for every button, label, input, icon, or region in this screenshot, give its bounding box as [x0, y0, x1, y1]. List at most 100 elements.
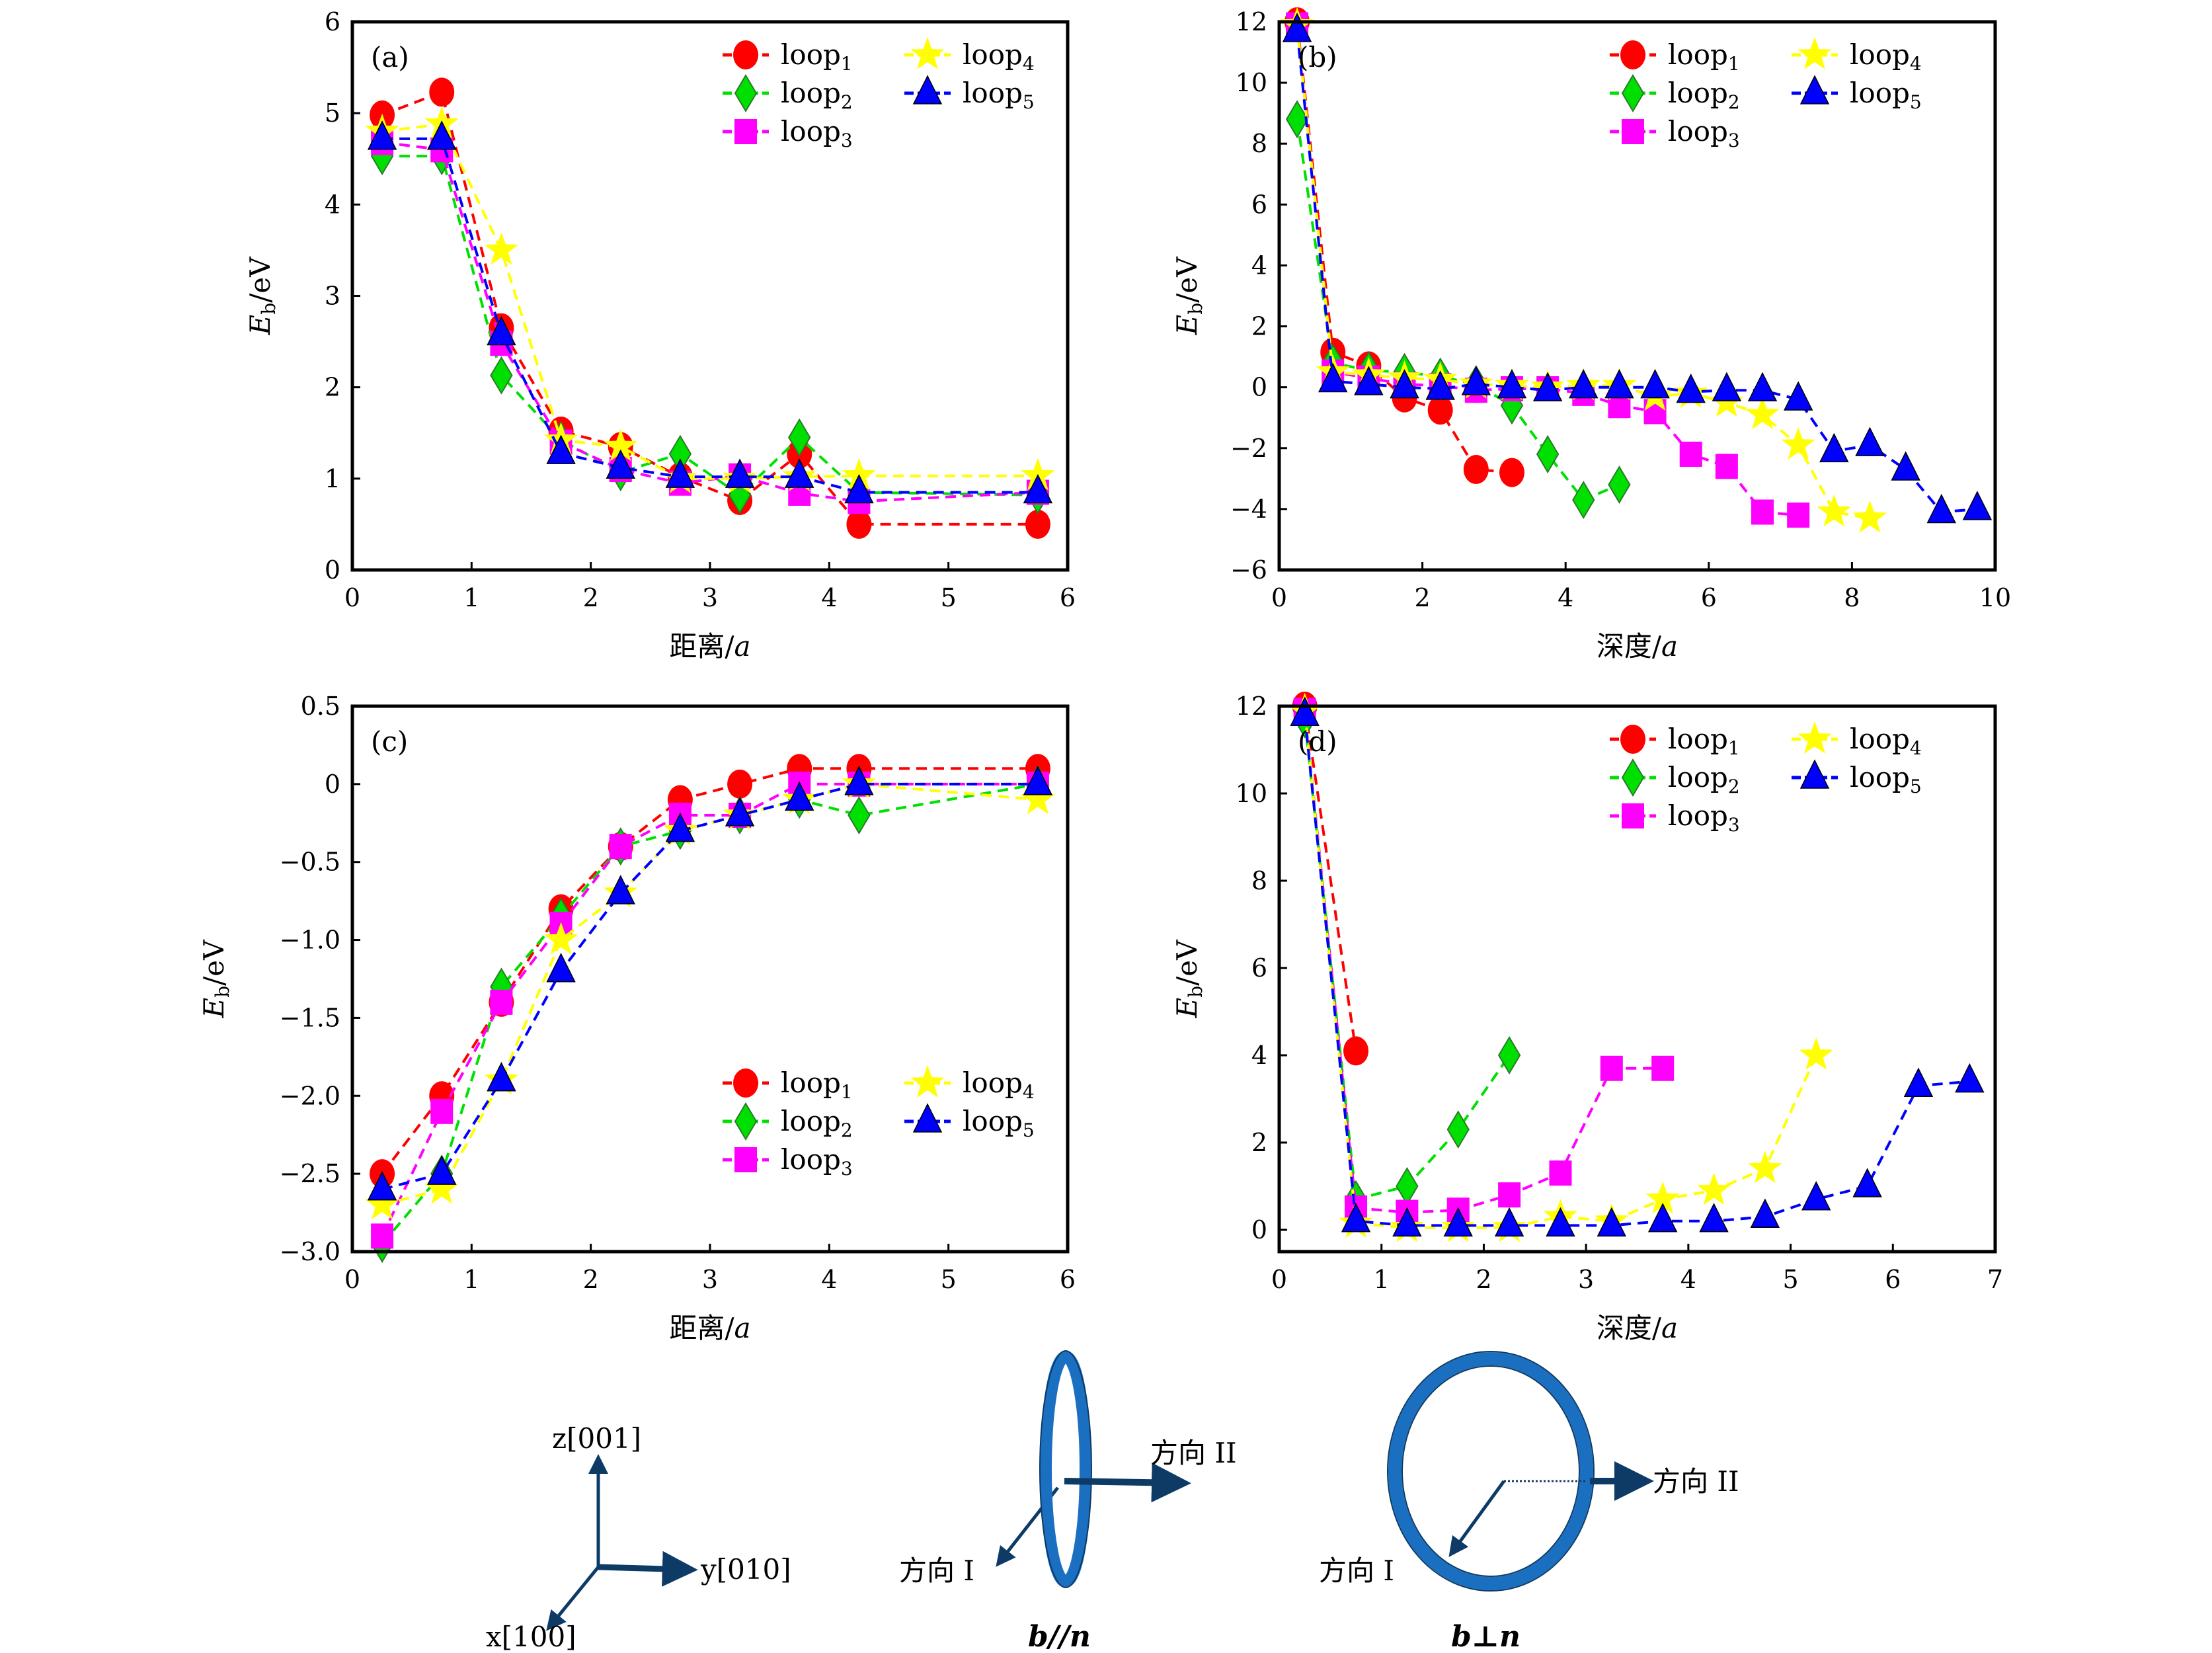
loop-outline-outer: [1387, 1351, 1595, 1592]
data-point: [1696, 1172, 1731, 1205]
data-point: [1396, 1167, 1419, 1205]
x-tick-label: 4: [821, 583, 837, 612]
legend-label: loop1: [781, 1067, 853, 1103]
y-tick-label: 2: [1251, 1128, 1267, 1157]
orientation-diagram: z[001] y[010] x[100] 方向 II 方向 I b//n 方向 …: [486, 1350, 1739, 1653]
series-loop5: [1290, 696, 1985, 1237]
data-point: [1572, 481, 1595, 520]
data-point: [1494, 1207, 1524, 1237]
legend-item-loop1: loop1: [723, 1067, 853, 1103]
data-point: [427, 120, 457, 150]
x-tick-label: 5: [941, 583, 957, 612]
panel-label: (d): [1298, 725, 1337, 758]
y-tick-label: 2: [325, 373, 340, 402]
x-tick-label: 6: [1885, 1265, 1901, 1294]
legend-marker: [1621, 758, 1645, 797]
data-point: [1676, 373, 1706, 403]
caption-b-perp-n: b⊥n: [1451, 1620, 1521, 1653]
y-tick-label: 0: [325, 555, 340, 585]
y-tick-label: 2: [1251, 312, 1267, 341]
legend-marker: [910, 1065, 945, 1098]
series-line: [382, 155, 1038, 497]
x-tick-label: 3: [702, 1265, 718, 1294]
legend-marker: [910, 37, 945, 69]
data-point: [1427, 395, 1453, 425]
legend-label: loop2: [781, 77, 853, 113]
x-tick-label: 2: [1415, 583, 1431, 612]
series-line: [1303, 706, 1357, 1051]
data-point: [429, 77, 455, 107]
y-axis-label: Eb/eV: [1171, 940, 1206, 1019]
legend-marker: [1797, 37, 1832, 69]
plot-frame: [1277, 20, 1997, 572]
panel-label: (b): [1298, 41, 1337, 73]
data-point: [1699, 1203, 1729, 1232]
legend-marker: [733, 1068, 758, 1098]
y-axis-label: Eb/eV: [1171, 257, 1206, 336]
data-point: [1712, 372, 1742, 402]
legend-item-loop5: loop5: [1792, 759, 1922, 797]
data-point: [1817, 494, 1851, 527]
data-point: [1282, 13, 1312, 42]
legend-label: loop5: [1850, 77, 1922, 113]
y-axis-label: Eb/eV: [198, 940, 233, 1019]
data-point: [1285, 100, 1309, 139]
x-axis-label: x[100]: [486, 1621, 576, 1653]
x-axis-label: 距离/a: [669, 1312, 750, 1344]
y-tick-label: −2.5: [280, 1159, 340, 1188]
legend-item-loop4: loop4: [904, 1065, 1035, 1103]
y-tick-label: −3.0: [280, 1237, 340, 1266]
panel-b: 0 2 4 6 8 10−6−4−2024681012(b)深度/aEb/eVloop1l…: [1171, 7, 2011, 663]
data-point: [1799, 1037, 1833, 1070]
data-point: [546, 434, 576, 464]
data-point: [487, 1062, 516, 1092]
series-layer: [1288, 692, 1985, 1242]
legend-marker: [734, 119, 757, 144]
legend-marker: [734, 74, 758, 112]
legend-label: loop3: [1668, 799, 1740, 836]
series-line: [381, 782, 1039, 1207]
legend-marker: [734, 1147, 757, 1172]
legend-label: loop4: [963, 38, 1035, 75]
y-tick-label: 4: [1251, 1041, 1267, 1070]
y-tick-label: 12: [1236, 7, 1267, 36]
coordinate-axes: z[001] y[010] x[100]: [486, 1422, 791, 1653]
data-point: [846, 509, 872, 539]
legend-item-loop1: loop1: [1610, 38, 1740, 75]
direction-ii-arrow: [1064, 1463, 1191, 1503]
y-tick-label: 8: [1251, 129, 1267, 158]
data-point: [1781, 427, 1815, 460]
series-line: [382, 137, 1038, 494]
data-point: [1715, 454, 1738, 479]
data-point: [490, 989, 513, 1015]
data-point: [1645, 1181, 1680, 1214]
dislocation-loop-face-on: [1388, 1352, 1593, 1590]
legend-item-loop1: loop1: [723, 38, 853, 75]
y-tick-label: −0.5: [280, 848, 340, 877]
data-point: [1962, 491, 1993, 520]
y-tick-label: 4: [325, 190, 340, 219]
data-point: [1343, 1036, 1369, 1066]
data-point: [430, 1098, 454, 1124]
legend-marker: [1620, 40, 1645, 69]
series-loop2: [1285, 100, 1631, 520]
data-point: [604, 428, 638, 462]
data-point: [1783, 381, 1813, 411]
legend-marker: [733, 40, 758, 69]
data-point: [665, 812, 695, 842]
data-point: [1499, 458, 1524, 487]
x-tick-label: 2: [583, 583, 599, 612]
x-tick-label: 4: [1558, 583, 1573, 612]
data-point: [1748, 1150, 1782, 1184]
series-line: [381, 141, 1039, 503]
data-point: [1341, 1203, 1371, 1232]
y-tick-label: 6: [1251, 190, 1267, 219]
legend-marker: [734, 1102, 758, 1141]
legend-label: loop2: [1668, 77, 1740, 113]
data-point: [1608, 465, 1631, 504]
data-point: [1852, 1168, 1882, 1197]
y-tick-label: 0: [1251, 1215, 1267, 1244]
dislocation-loop-edge-on: [1040, 1351, 1091, 1588]
